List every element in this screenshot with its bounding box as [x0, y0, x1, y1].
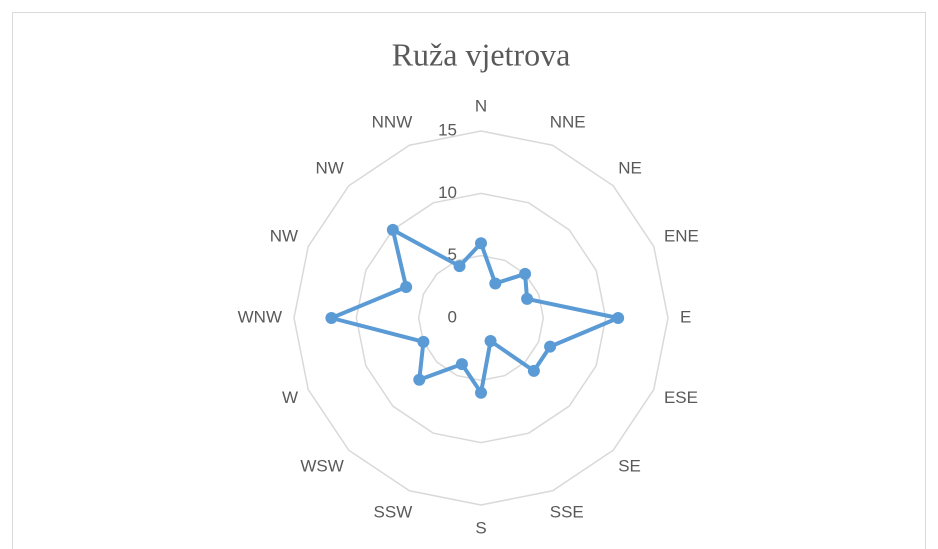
series-line	[329, 227, 621, 395]
category-label: WSW	[300, 457, 343, 476]
series-marker	[544, 340, 557, 353]
series-marker	[386, 223, 399, 236]
series-marker	[527, 364, 540, 377]
series-marker	[455, 358, 468, 371]
grid-ring	[293, 130, 669, 506]
grid-ring	[355, 192, 607, 444]
r-tick-label: 5	[448, 245, 457, 264]
category-label: E	[680, 307, 691, 326]
category-label: NNW	[372, 113, 413, 132]
category-label: N	[475, 96, 487, 115]
category-label: NNE	[550, 113, 586, 132]
series-marker	[453, 260, 466, 273]
category-label: ESE	[664, 388, 698, 407]
series-marker	[475, 386, 487, 399]
category-label: SE	[618, 457, 641, 476]
r-tick-label: 10	[438, 183, 457, 202]
category-label: SSE	[550, 502, 584, 521]
series-marker	[475, 237, 487, 250]
category-label: S	[475, 518, 486, 537]
grid-ring	[417, 254, 545, 382]
category-label: SSW	[374, 502, 413, 521]
category-label: NW	[315, 158, 343, 177]
series-marker	[413, 373, 426, 386]
series-marker	[417, 335, 430, 348]
category-label: WNW	[238, 307, 282, 326]
category-label: ENE	[664, 227, 699, 246]
chart-border	[12, 12, 926, 549]
r-tick-label: 0	[448, 307, 457, 326]
series-marker	[521, 292, 534, 305]
series-marker	[519, 267, 532, 280]
category-label: W	[282, 388, 298, 407]
series-marker	[489, 277, 502, 290]
chart-title: Ruža vjetrova	[392, 36, 571, 72]
category-label: NE	[618, 158, 642, 177]
series-marker	[484, 335, 497, 348]
category-label: NW	[270, 227, 298, 246]
series-marker	[400, 280, 413, 293]
series-marker	[612, 312, 625, 324]
series-marker	[325, 312, 338, 324]
r-tick-label: 15	[438, 120, 457, 139]
